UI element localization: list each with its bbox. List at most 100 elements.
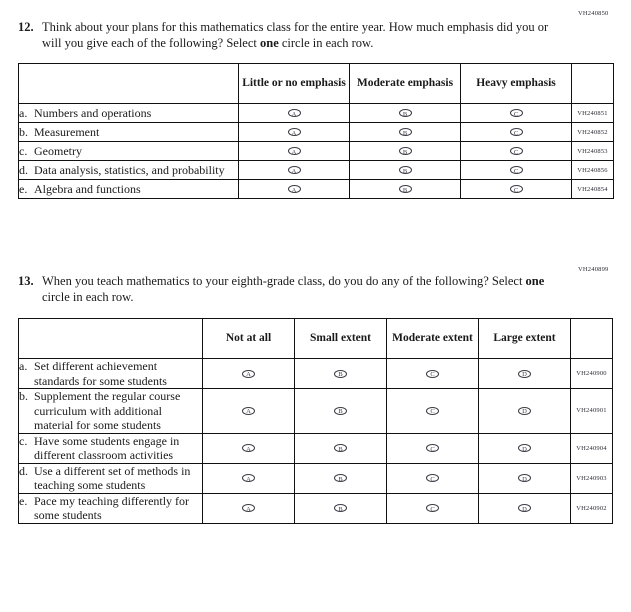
bubble-letter: C: [513, 167, 519, 175]
question-13-row-e-option-b[interactable]: B: [294, 492, 387, 524]
radio-bubble[interactable]: D: [518, 444, 531, 453]
bubble-letter: C: [513, 186, 519, 194]
question-13-row-c-option-c[interactable]: C: [386, 432, 479, 464]
question-12-row-c-option-a[interactable]: A: [238, 141, 350, 161]
question-12-row-d-option-a[interactable]: A: [238, 160, 350, 180]
question-13-row-a-option-a[interactable]: A: [202, 358, 295, 389]
question-13-row-a-code: VH240900: [570, 358, 613, 389]
radio-bubble[interactable]: A: [287, 166, 301, 175]
question-12-row-b-option-b[interactable]: B: [349, 122, 461, 142]
bubble-letter: A: [291, 110, 297, 118]
table-row: e. Algebra and functions A B C VH240854: [18, 179, 614, 199]
question-13-row-b-option-c[interactable]: C: [386, 388, 479, 434]
question-13-row-e-option-a[interactable]: A: [202, 492, 295, 524]
bubble-letter: C: [513, 148, 519, 156]
question-13-row-d-option-a[interactable]: A: [202, 462, 295, 494]
radio-bubble[interactable]: B: [334, 407, 347, 415]
radio-bubble[interactable]: B: [334, 474, 347, 483]
radio-bubble[interactable]: B: [398, 109, 412, 118]
radio-bubble[interactable]: C: [426, 407, 439, 415]
radio-bubble[interactable]: C: [509, 185, 523, 194]
radio-bubble[interactable]: C: [509, 147, 523, 156]
bubble-letter: C: [430, 371, 435, 379]
radio-bubble[interactable]: B: [334, 369, 347, 378]
radio-bubble[interactable]: A: [287, 109, 301, 118]
table-row: c. Geometry A B C VH240853: [18, 141, 614, 161]
radio-bubble[interactable]: B: [398, 128, 412, 137]
question-13-row-d-option-d[interactable]: D: [478, 462, 571, 494]
question-12-row-d-option-c[interactable]: C: [460, 160, 572, 180]
radio-bubble[interactable]: C: [509, 109, 523, 118]
table-row: d. Data analysis, statistics, and probab…: [18, 160, 614, 180]
row-letter: e.: [19, 493, 28, 508]
question-12-row-c-option-b[interactable]: B: [349, 141, 461, 161]
radio-bubble[interactable]: C: [426, 369, 439, 379]
radio-bubble[interactable]: B: [334, 444, 347, 453]
question-12-row-e-option-c[interactable]: C: [460, 179, 572, 199]
question-13-row-d-option-c[interactable]: C: [386, 462, 479, 494]
question-12-row-a-option-b[interactable]: B: [349, 103, 461, 123]
radio-bubble[interactable]: C: [426, 504, 439, 513]
bubble-letter: B: [338, 445, 343, 453]
row-label: Algebra and functions: [34, 181, 141, 196]
question-13-row-c-label: c. Have some students engage in differen…: [18, 432, 203, 464]
row-letter: c.: [19, 143, 28, 158]
question-13-row-d-label: d. Use a different set of methods in tea…: [18, 462, 203, 494]
radio-bubble[interactable]: D: [518, 369, 531, 378]
question-12-table: Little or no emphasis Moderate emphasis …: [18, 63, 614, 199]
radio-bubble[interactable]: C: [426, 474, 439, 483]
question-13-row-d-option-b[interactable]: B: [294, 462, 387, 494]
radio-bubble[interactable]: A: [287, 147, 301, 156]
question-12-row-c-code: VH240853: [571, 141, 614, 161]
row-label: Use a different set of methods in teachi…: [34, 463, 191, 493]
question-12-row-a-option-a[interactable]: A: [238, 103, 350, 123]
question-13-row-c-option-a[interactable]: A: [202, 432, 295, 464]
radio-bubble[interactable]: B: [398, 147, 412, 156]
question-13-row-e-option-c[interactable]: C: [386, 492, 479, 524]
bubble-letter: A: [246, 505, 251, 513]
question-12-row-a-option-c[interactable]: C: [460, 103, 572, 123]
question-12-row-e-option-b[interactable]: B: [349, 179, 461, 199]
question-12-row-b-option-a[interactable]: A: [238, 122, 350, 142]
radio-bubble[interactable]: A: [242, 504, 255, 513]
radio-bubble[interactable]: D: [518, 407, 531, 415]
radio-bubble[interactable]: B: [334, 504, 347, 513]
radio-bubble[interactable]: A: [242, 369, 255, 378]
question-12-row-e-option-a[interactable]: A: [238, 179, 350, 199]
radio-bubble[interactable]: A: [242, 407, 255, 415]
question-13-row-c-option-b[interactable]: B: [294, 432, 387, 464]
question-13-row-b-option-d[interactable]: D: [478, 388, 571, 434]
question-13-table: Not at all Small extent Moderate extent …: [18, 318, 613, 524]
question-12-row-a-code: VH240851: [571, 103, 614, 123]
radio-bubble[interactable]: A: [287, 185, 301, 194]
question-13-row-b-option-a[interactable]: A: [202, 388, 295, 434]
question-13-row-e-option-d[interactable]: D: [478, 492, 571, 524]
question-12-row-c-option-c[interactable]: C: [460, 141, 572, 161]
radio-bubble[interactable]: B: [398, 185, 412, 194]
question-12-row-a-label: a. Numbers and operations: [18, 103, 239, 123]
radio-bubble[interactable]: A: [287, 128, 301, 137]
radio-bubble[interactable]: A: [242, 444, 255, 453]
radio-bubble[interactable]: C: [509, 166, 523, 175]
radio-bubble[interactable]: B: [398, 166, 412, 175]
question-12-row-d-option-b[interactable]: B: [349, 160, 461, 180]
row-letter: a.: [19, 105, 28, 120]
question-13-row-b-option-b[interactable]: B: [294, 388, 387, 434]
radio-bubble[interactable]: A: [242, 474, 255, 483]
radio-bubble[interactable]: D: [518, 504, 531, 513]
question-13-row-a-option-d[interactable]: D: [478, 358, 571, 389]
row-label: Supplement the regular course curriculum…: [34, 389, 181, 432]
radio-bubble[interactable]: D: [518, 474, 531, 483]
question-13-row-a-label: a. Set different achievement standards f…: [18, 358, 203, 389]
bubble-letter: A: [291, 148, 297, 156]
question-13-row-a-option-c[interactable]: C: [386, 358, 479, 389]
row-label: Set different achievement standards for …: [34, 359, 167, 388]
radio-bubble[interactable]: C: [509, 128, 523, 137]
question-13-row-c-option-d[interactable]: D: [478, 432, 571, 464]
radio-bubble[interactable]: C: [426, 444, 439, 453]
bubble-letter: B: [338, 408, 343, 416]
question-13-row-a-option-b[interactable]: B: [294, 358, 387, 389]
question-12-header-code-blank: [571, 63, 614, 104]
question-12-row-b-option-c[interactable]: C: [460, 122, 572, 142]
question-12-row-c-label: c. Geometry: [18, 141, 239, 161]
